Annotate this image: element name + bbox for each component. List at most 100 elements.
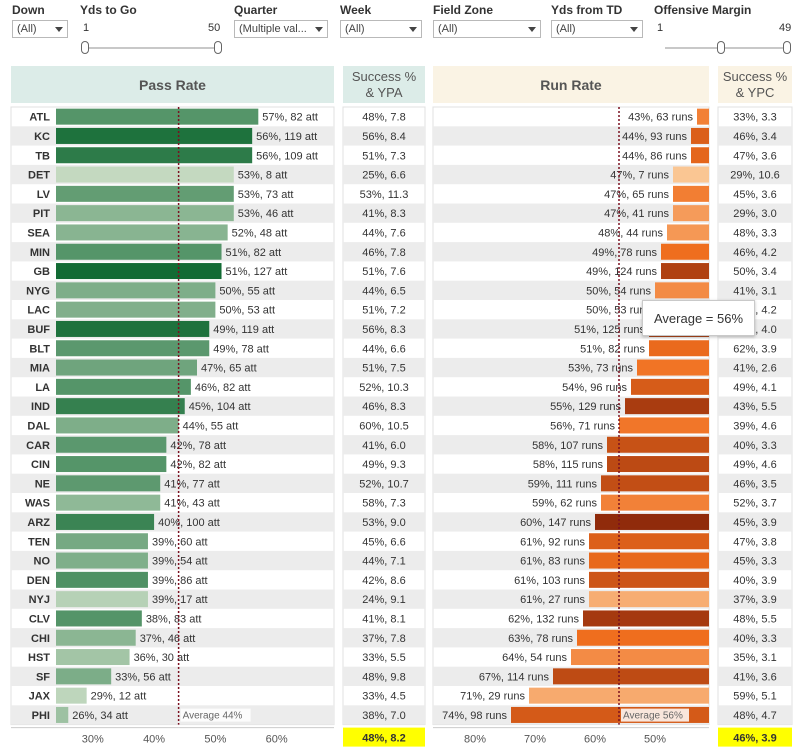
run-bar [691,147,709,164]
row-band [433,319,709,339]
pass-axis-tick: 50% [204,734,226,746]
run-bar-label: 49%, 124 runs [586,266,657,278]
pass-success-value: 44%, 6.6 [362,343,405,355]
pass-success-value: 44%, 7.1 [362,556,405,568]
pass-success-value: 56%, 8.3 [362,324,405,336]
pass-bar [56,668,112,685]
team-label: NYG [26,285,50,297]
field-zone-dropdown[interactable]: (All) [433,20,541,38]
pass-bar-label: 45%, 104 att [189,401,251,413]
pass-bar-label: 56%, 109 att [256,150,318,162]
down-dropdown[interactable]: (All) [12,20,68,38]
row-band [11,705,334,725]
week-dropdown[interactable]: (All) [340,20,422,38]
run-success-value: 41%, 2.6 [733,363,776,375]
pass-bar [56,282,216,299]
pass-bar-label: 57%, 82 att [262,112,318,124]
run-bar-label: 44%, 93 runs [622,131,687,143]
pass-bar-label: 37%, 46 att [140,633,196,645]
pass-bar-label: 53%, 73 att [238,189,294,201]
pass-bar-label: 56%, 119 att [256,131,317,143]
row-band [343,589,425,609]
pass-success-value: 51%, 7.2 [362,305,405,317]
pass-bar [56,205,234,222]
filter-quarter-label: Quarter [234,3,278,17]
run-bar-label: 47%, 7 runs [610,170,669,182]
team-label: KC [34,131,50,143]
pass-success-value: 33%, 5.5 [362,652,405,664]
run-success-value: 52%, 3.7 [733,498,776,510]
offensive-margin-min-handle[interactable] [717,41,725,54]
yds-from-td-dropdown[interactable]: (All) [551,20,643,38]
run-axis-tick: 70% [524,734,546,746]
pass-axis-tick: 40% [143,734,165,746]
run-success-value: 46%, 4.2 [733,247,776,259]
pass-bar [56,301,216,318]
pass-axis-tick: 60% [266,734,288,746]
run-axis-tick: 60% [584,734,606,746]
row-band [718,628,792,648]
pass-bar-label: 38%, 83 att [146,613,202,625]
pass-bar-label: 39%, 86 att [152,575,208,587]
pass-success-value: 46%, 8.3 [362,401,405,413]
yds-to-go-track[interactable] [85,47,220,49]
run-bar [607,456,709,473]
team-label: PHI [32,710,50,722]
offensive-margin-max: 49 [779,22,792,34]
pass-success-value: 48%, 7.8 [362,112,405,124]
row-band [343,550,425,571]
filter-field-zone-label: Field Zone [433,3,493,17]
pass-success-value: 48%, 9.8 [362,671,405,683]
run-bar [589,591,709,608]
pass-average-label: Average 44% [183,711,243,722]
offensive-margin-track[interactable] [665,47,788,49]
yds-to-go-min-handle[interactable] [81,41,89,54]
pass-success-value: 51%, 7.3 [362,150,405,162]
row-band [433,280,709,300]
row-band [718,512,792,532]
run-success-value: 45%, 3.3 [733,556,776,568]
team-label: BLT [29,343,50,355]
quarter-dropdown[interactable]: (Multiple val... [234,20,328,38]
pass-bar-label: 42%, 82 att [170,459,226,471]
pass-bar [56,263,222,280]
row-band [343,319,425,339]
filter-week-label: Week [340,3,372,17]
run-success-value: 29%, 10.6 [730,170,780,182]
team-label: LAC [27,305,50,317]
pass-success-value: 53%, 11.3 [360,189,409,201]
chevron-down-icon [409,27,417,32]
run-total-value: 46%, 3.9 [733,733,776,745]
row-band [343,396,425,416]
pass-bar-label: 42%, 78 att [170,440,226,452]
row-band [718,126,792,146]
pass-bar [56,378,191,395]
run-bar-label: 58%, 107 runs [532,440,603,452]
pass-success-value: 25%, 6.6 [362,170,405,182]
pass-bar [56,649,130,666]
run-success-value: 46%, 3.5 [733,478,776,490]
team-label: IND [31,401,50,413]
run-success-value: 49%, 4.6 [733,459,776,471]
pass-total-box [343,727,425,747]
row-band [718,164,792,185]
run-bar-label: 47%, 65 runs [604,189,669,201]
run-bar-label: 59%, 111 runs [528,478,598,490]
pass-success-value: 37%, 7.8 [362,633,405,645]
row-band [343,164,425,185]
chevron-down-icon [55,27,63,32]
yds-to-go-max: 50 [208,22,221,34]
pass-total-value: 48%, 8.2 [362,733,405,745]
offensive-margin-max-handle[interactable] [783,41,791,54]
pass-bar [56,533,148,550]
row-band [718,357,792,378]
yds-to-go-max-handle[interactable] [214,41,222,54]
team-label: MIA [30,363,50,375]
run-bar-label: 47%, 41 runs [604,208,669,220]
team-label: TB [35,150,50,162]
run-bar [661,243,709,260]
run-bar-label: 44%, 86 runs [622,150,687,162]
row-band [343,203,425,223]
chevron-down-icon [528,27,536,32]
run-success-value: 45%, 3.9 [733,517,776,529]
